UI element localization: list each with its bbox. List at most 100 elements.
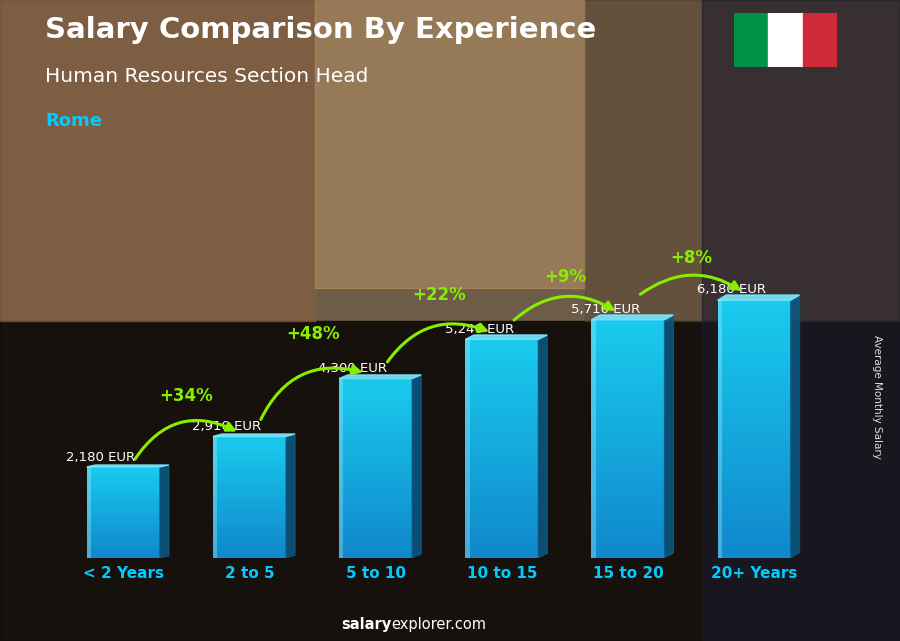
Bar <box>717 523 791 528</box>
Bar <box>717 356 791 360</box>
Bar <box>591 502 664 506</box>
Bar <box>213 531 286 533</box>
Bar <box>86 490 160 491</box>
Bar <box>339 501 412 504</box>
Bar <box>465 481 538 485</box>
Bar <box>339 519 412 522</box>
Text: 4,300 EUR: 4,300 EUR <box>319 362 388 375</box>
Bar <box>717 446 791 451</box>
Bar <box>591 478 664 482</box>
Bar <box>591 487 664 490</box>
Bar <box>591 379 664 383</box>
Bar <box>339 534 412 537</box>
Bar <box>465 492 538 495</box>
Bar <box>591 391 664 395</box>
Bar <box>213 529 286 531</box>
Bar <box>339 408 412 412</box>
Bar <box>465 452 538 456</box>
Bar <box>213 469 286 470</box>
Bar <box>86 506 160 508</box>
Bar <box>465 361 538 365</box>
Bar <box>86 476 160 478</box>
Bar <box>465 543 538 547</box>
Bar <box>213 461 286 463</box>
Bar <box>339 396 412 399</box>
Bar <box>213 454 286 456</box>
Bar <box>717 330 791 335</box>
Bar <box>465 394 538 397</box>
Bar <box>86 467 91 558</box>
Bar <box>591 522 664 526</box>
Bar <box>717 304 791 309</box>
Bar <box>591 518 664 522</box>
Bar <box>213 499 286 501</box>
Bar <box>213 470 286 473</box>
Bar <box>717 365 791 369</box>
Bar <box>339 477 412 480</box>
Bar <box>339 495 412 498</box>
Text: 5,240 EUR: 5,240 EUR <box>445 323 514 336</box>
Polygon shape <box>86 465 169 467</box>
Bar <box>339 420 412 423</box>
Bar <box>339 522 412 525</box>
Bar <box>591 463 664 467</box>
Bar <box>465 460 538 463</box>
Bar <box>591 506 664 510</box>
Bar <box>213 521 286 523</box>
Bar <box>86 488 160 490</box>
Bar <box>86 541 160 542</box>
Bar <box>339 504 412 507</box>
Bar <box>591 344 664 347</box>
Bar <box>213 542 286 544</box>
Bar <box>465 521 538 525</box>
Bar <box>86 529 160 530</box>
Text: +22%: +22% <box>412 287 465 304</box>
Bar <box>339 423 412 426</box>
Bar <box>803 13 837 67</box>
Bar <box>717 540 791 545</box>
Bar <box>86 523 160 524</box>
Polygon shape <box>286 434 295 558</box>
Bar <box>591 423 664 427</box>
Bar <box>339 390 412 394</box>
Bar <box>465 379 538 383</box>
Bar <box>86 530 160 532</box>
Bar <box>86 554 160 556</box>
Bar <box>465 438 538 441</box>
Bar <box>213 487 286 489</box>
Bar <box>465 339 538 343</box>
Bar <box>213 540 286 542</box>
Bar <box>86 492 160 494</box>
Bar <box>717 506 791 510</box>
Bar <box>465 456 538 460</box>
Bar <box>465 525 538 529</box>
Bar <box>339 549 412 552</box>
Bar <box>0 0 900 320</box>
Bar <box>717 438 791 442</box>
Bar <box>339 545 412 549</box>
Bar <box>591 347 664 351</box>
Bar <box>213 554 286 556</box>
Bar <box>86 535 160 537</box>
Bar <box>213 485 286 487</box>
Bar <box>213 547 286 549</box>
Bar <box>339 528 412 531</box>
Bar <box>213 503 286 505</box>
Bar <box>339 429 412 432</box>
Bar <box>0 320 900 641</box>
Bar <box>213 447 286 449</box>
Bar <box>591 554 664 558</box>
Polygon shape <box>339 375 421 378</box>
Bar <box>213 495 286 497</box>
Bar <box>213 556 286 558</box>
Bar <box>213 501 286 503</box>
Bar <box>591 435 664 438</box>
Bar <box>86 478 160 479</box>
Bar <box>213 528 286 529</box>
Bar <box>213 438 286 440</box>
Bar <box>339 378 344 558</box>
Bar <box>213 497 286 499</box>
Bar <box>213 473 286 475</box>
Bar <box>465 387 538 390</box>
Bar <box>591 514 664 518</box>
